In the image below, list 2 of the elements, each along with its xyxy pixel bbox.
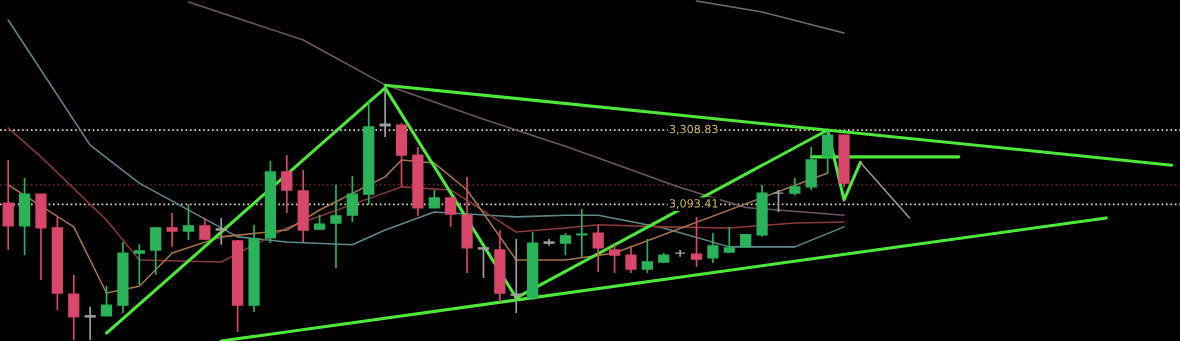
ref-line-label: 3,308.83 [669, 124, 718, 135]
ref-line-label: 3,093.41 [669, 199, 718, 209]
